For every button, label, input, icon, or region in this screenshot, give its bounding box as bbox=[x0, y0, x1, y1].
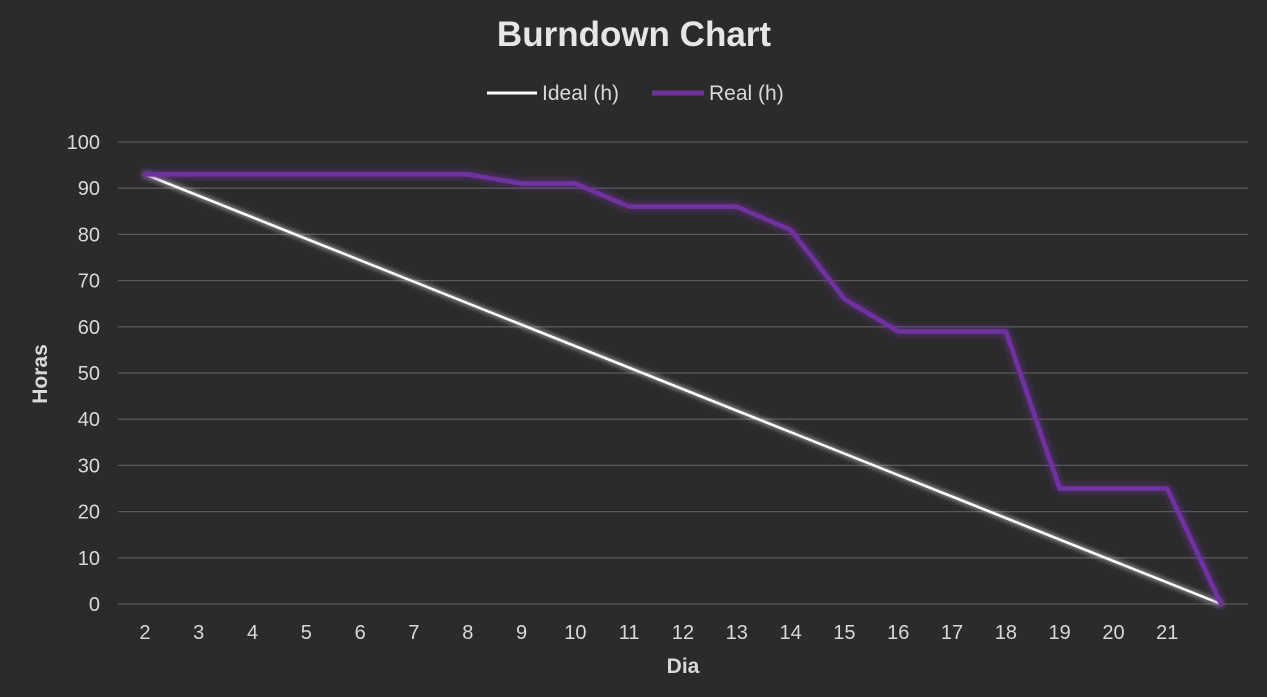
y-tick-label: 30 bbox=[78, 455, 100, 477]
series-lines bbox=[142, 172, 1224, 607]
y-tick-label: 20 bbox=[78, 502, 100, 524]
y-tick-label: 50 bbox=[78, 363, 100, 385]
y-tick-label: 100 bbox=[67, 132, 100, 154]
y-tick-label: 60 bbox=[78, 317, 100, 339]
x-tick-label: 16 bbox=[887, 622, 909, 644]
legend: Ideal (h) Real (h) bbox=[487, 82, 784, 105]
y-axis-title: Horas bbox=[29, 344, 52, 404]
x-axis-ticks: 2 3 4 5 6 7 8 9 10 11 12 13 14 15 16 17 18 19 20 21 bbox=[139, 622, 1178, 644]
x-tick-label: 10 bbox=[564, 622, 586, 644]
x-tick-label: 15 bbox=[833, 622, 855, 644]
y-axis-ticks: 0 10 20 30 40 50 60 70 80 90 100 bbox=[67, 132, 100, 616]
legend-label-ideal: Ideal (h) bbox=[542, 82, 619, 105]
x-tick-label: 12 bbox=[672, 622, 694, 644]
x-tick-label: 13 bbox=[726, 622, 748, 644]
x-tick-label: 4 bbox=[247, 622, 258, 644]
x-tick-label: 2 bbox=[139, 622, 150, 644]
gridlines bbox=[118, 141, 1248, 605]
x-tick-label: 11 bbox=[619, 622, 640, 644]
x-tick-label: 8 bbox=[462, 622, 473, 644]
x-tick-label: 5 bbox=[301, 622, 312, 644]
y-tick-label: 0 bbox=[89, 594, 100, 616]
y-tick-label: 80 bbox=[78, 224, 100, 246]
x-tick-label: 17 bbox=[941, 622, 963, 644]
y-tick-label: 40 bbox=[78, 409, 100, 431]
x-tick-label: 7 bbox=[408, 622, 419, 644]
x-tick-label: 18 bbox=[995, 622, 1017, 644]
y-tick-label: 90 bbox=[78, 178, 100, 200]
x-tick-label: 14 bbox=[779, 622, 801, 644]
x-tick-label: 9 bbox=[516, 622, 527, 644]
y-tick-label: 70 bbox=[78, 271, 100, 293]
x-tick-label: 3 bbox=[193, 622, 204, 644]
x-axis-title: Dia bbox=[667, 655, 700, 678]
x-tick-label: 21 bbox=[1156, 622, 1178, 644]
x-tick-label: 20 bbox=[1102, 622, 1124, 644]
legend-label-real: Real (h) bbox=[709, 82, 784, 105]
x-tick-label: 6 bbox=[355, 622, 366, 644]
y-tick-label: 10 bbox=[78, 548, 100, 570]
x-tick-label: 19 bbox=[1049, 622, 1071, 644]
chart-title: Burndown Chart bbox=[497, 15, 771, 54]
